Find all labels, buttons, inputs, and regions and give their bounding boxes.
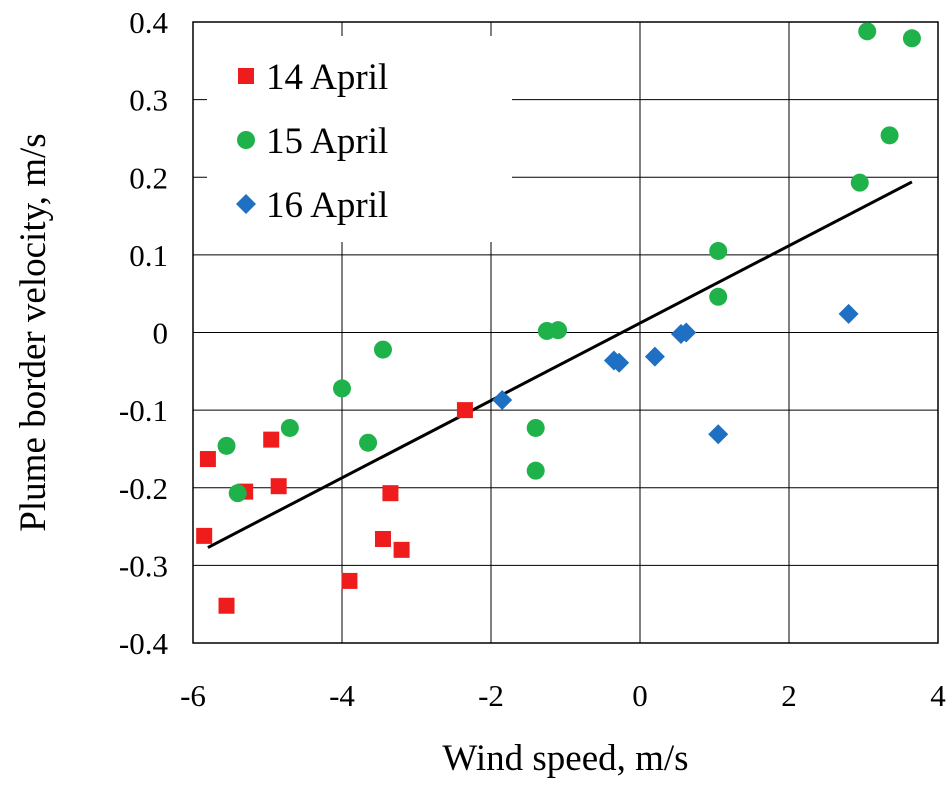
grid-lines	[192, 21, 939, 644]
legend-marker-14-april	[238, 68, 254, 84]
data-point-14-april	[218, 597, 235, 614]
data-points	[196, 22, 921, 614]
data-point-15-april	[850, 173, 869, 192]
x-tick-label: -2	[478, 678, 504, 713]
data-point-16-april	[838, 303, 859, 324]
data-point-16-april	[676, 322, 697, 343]
x-tick-label: 0	[632, 678, 648, 713]
data-point-15-april	[359, 433, 378, 452]
legend-item-14-april: 14 April	[238, 57, 388, 98]
x-tick-label: 4	[930, 678, 946, 713]
tick-labels: -6 -4 -2 0 2 4 -0.4 -0.3 -0.2 -0.1 0 0.1 0.2 0.3 0.4	[119, 5, 946, 713]
y-tick-label: -0.1	[119, 393, 168, 428]
data-point-14-april	[341, 572, 358, 589]
legend-marker-15-april	[237, 131, 255, 149]
legend-label-15-april: 15 April	[266, 121, 388, 162]
y-tick-label: -0.4	[119, 626, 169, 661]
legend-item-15-april: 15 April	[237, 121, 388, 162]
y-tick-label: 0.3	[129, 83, 168, 118]
data-point-14-april	[263, 431, 280, 448]
x-tick-label: -4	[329, 678, 355, 713]
data-point-15-april	[549, 321, 568, 340]
data-point-14-april	[374, 530, 391, 547]
data-point-14-april	[393, 541, 410, 558]
y-axis-title: Plume border velocity, m/s	[13, 133, 54, 531]
data-point-15-april	[709, 241, 728, 260]
y-tick-label: 0.2	[129, 160, 168, 195]
legend-label-14-april: 14 April	[266, 57, 388, 98]
data-point-15-april	[526, 418, 545, 437]
y-tick-label: -0.3	[119, 548, 168, 583]
data-point-16-april	[609, 352, 630, 373]
data-point-15-april	[902, 29, 921, 48]
data-point-14-april	[270, 478, 287, 495]
data-point-15-april	[280, 418, 299, 437]
y-tick-label: 0.1	[129, 238, 168, 273]
trendline	[207, 180, 913, 549]
data-point-15-april	[333, 379, 351, 398]
data-point-14-april	[382, 485, 399, 502]
data-point-16-april	[644, 346, 665, 367]
data-point-14-april	[196, 527, 213, 544]
y-tick-label: -0.2	[119, 471, 168, 506]
data-point-15-april	[526, 461, 545, 480]
x-axis-title: Wind speed, m/s	[442, 738, 688, 779]
x-tick-label: 2	[781, 678, 797, 713]
trendline-group	[207, 180, 913, 549]
legend-background	[207, 36, 512, 242]
y-tick-label: 0.4	[129, 5, 168, 40]
data-point-14-april	[456, 402, 473, 419]
data-point-14-april	[199, 451, 216, 468]
x-tick-label: -6	[180, 678, 206, 713]
plot-frame	[192, 21, 939, 644]
data-point-16-april	[492, 390, 513, 411]
data-point-15-april	[217, 436, 236, 455]
legend-item-16-april: 16 April	[236, 185, 388, 226]
legend-marker-16-april	[236, 194, 256, 214]
data-point-16-april	[708, 424, 729, 445]
y-tick-label: 0	[153, 316, 169, 351]
data-point-15-april	[373, 340, 392, 359]
data-point-15-april	[858, 22, 877, 41]
data-point-15-april	[228, 484, 247, 503]
legend-label-16-april: 16 April	[266, 185, 388, 226]
data-point-15-april	[709, 287, 728, 306]
data-point-15-april	[880, 126, 899, 145]
legend: 14 April 15 April 16 April	[236, 57, 388, 226]
